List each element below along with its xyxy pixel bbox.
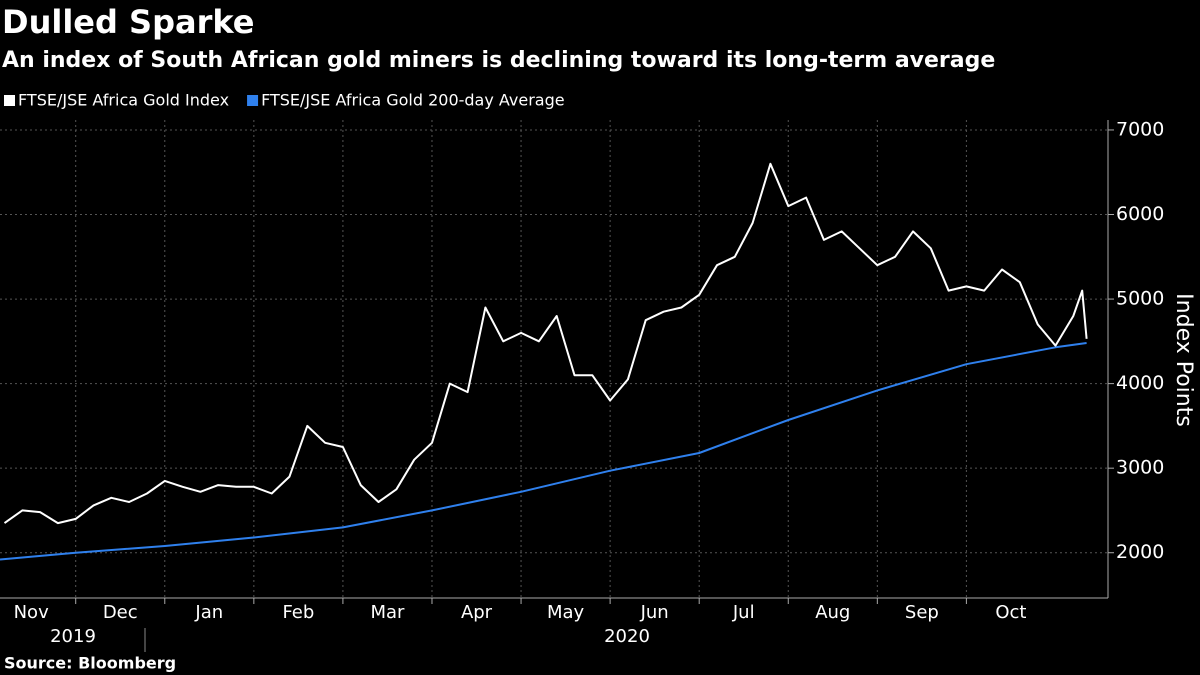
x-tick-label: Nov	[14, 602, 49, 623]
year-label: 2020	[604, 626, 650, 647]
y-tick-label: 5000	[1116, 288, 1164, 310]
year-label: 2019	[50, 626, 96, 647]
series-line	[3, 162, 1088, 525]
x-tick-label: Oct	[995, 602, 1026, 623]
chart-title: Dulled Sparke	[2, 3, 254, 41]
y-axis-label: Index Points	[1171, 293, 1196, 427]
x-tick-label: Feb	[282, 602, 314, 623]
legend-swatch	[247, 95, 259, 106]
legend-label: FTSE/JSE Africa Gold Index	[18, 91, 229, 110]
y-tick-label: 3000	[1116, 457, 1164, 479]
y-tick-label: 4000	[1116, 372, 1164, 394]
x-tick-label: Sep	[905, 602, 939, 623]
x-tick-label: May	[547, 602, 585, 623]
source: Source: Bloomberg	[4, 654, 176, 673]
y-tick-label: 6000	[1116, 203, 1164, 225]
x-tick-label: Jan	[194, 602, 223, 623]
chart-subtitle: An index of South African gold miners is…	[2, 48, 995, 73]
x-tick-label: Jul	[732, 602, 755, 623]
x-tick-label: Mar	[370, 602, 405, 623]
x-tick-label: Aug	[815, 602, 850, 623]
x-tick-label: Jun	[640, 602, 669, 623]
x-tick-label: Dec	[103, 602, 138, 623]
legend-swatch	[4, 95, 15, 106]
series-line	[0, 342, 1087, 561]
y-tick-label: 2000	[1116, 541, 1164, 563]
legend-label: FTSE/JSE Africa Gold 200-day Average	[261, 91, 565, 110]
x-tick-label: Apr	[461, 602, 493, 623]
y-tick-label: 7000	[1116, 118, 1164, 140]
